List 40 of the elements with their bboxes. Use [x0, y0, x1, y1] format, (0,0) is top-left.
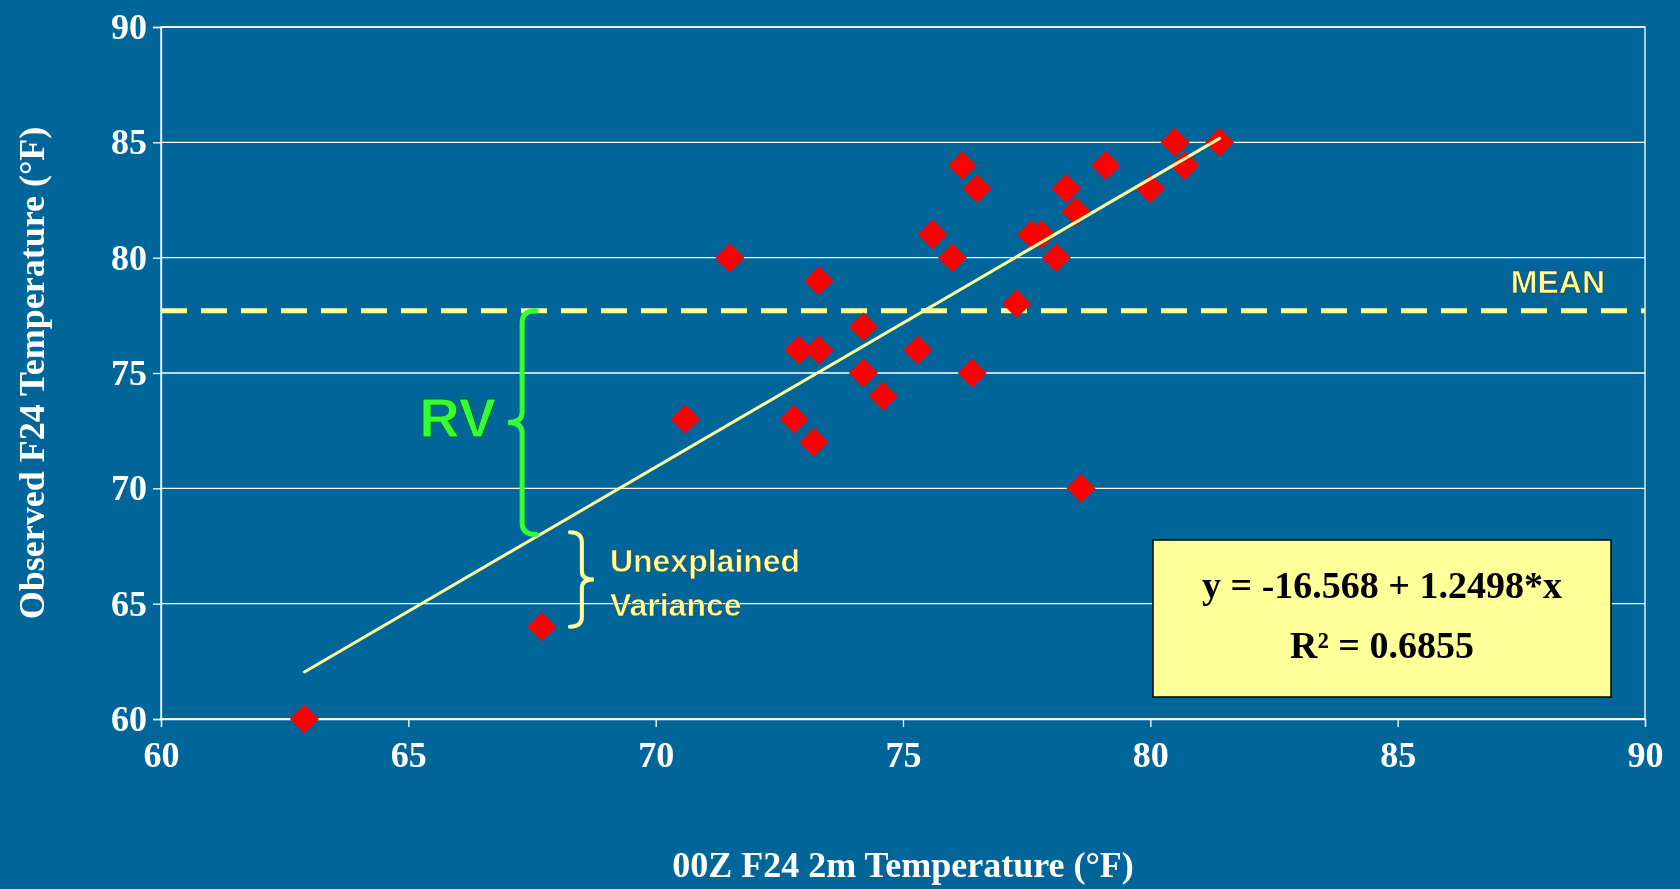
y-axis-title: Observed F24 Temperature (°F) — [12, 126, 52, 620]
annotation: RV — [419, 386, 497, 450]
x-tick-label: 85 — [1380, 734, 1417, 775]
point — [715, 243, 745, 273]
point — [903, 335, 933, 365]
point — [804, 266, 834, 296]
point — [918, 220, 948, 250]
point — [848, 358, 878, 388]
point — [670, 404, 700, 434]
x-tick-label: 70 — [638, 734, 675, 775]
point — [962, 173, 992, 203]
y-tick-label: 90 — [111, 7, 147, 48]
point — [1091, 150, 1121, 180]
x-tick-label: 65 — [390, 734, 427, 775]
point — [868, 381, 898, 411]
annotation: R² = 0.6855 — [1290, 624, 1474, 666]
point — [957, 358, 987, 388]
point — [937, 243, 967, 273]
point — [1002, 289, 1032, 319]
point — [1051, 173, 1081, 203]
point — [848, 312, 878, 342]
annotation: y = -16.568 + 1.2498*x — [1202, 564, 1562, 606]
x-tick-label: 80 — [1132, 734, 1169, 775]
point — [1066, 473, 1096, 503]
x-tick-label: 90 — [1627, 734, 1664, 775]
y-tick-label: 80 — [111, 237, 147, 278]
y-tick-label: 70 — [111, 468, 147, 509]
y-tick-label: 75 — [111, 353, 147, 394]
point — [1160, 127, 1190, 157]
point — [289, 704, 319, 734]
point — [527, 612, 557, 642]
ref-line-label: MEAN — [1510, 263, 1605, 300]
x-tick-label: 75 — [885, 734, 922, 775]
point — [779, 404, 809, 434]
point — [1041, 243, 1071, 273]
y-tick-label: 65 — [111, 583, 147, 624]
point — [799, 427, 829, 457]
y-tick-label: 85 — [111, 122, 147, 163]
point — [947, 150, 977, 180]
x-axis-title: 00Z F24 2m Temperature (°F) — [672, 845, 1134, 885]
